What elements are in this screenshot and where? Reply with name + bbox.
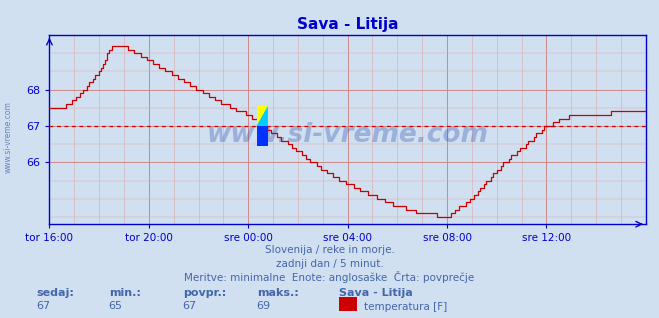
Text: 67: 67 <box>183 301 197 311</box>
Polygon shape <box>256 106 268 126</box>
Text: Sava - Litija: Sava - Litija <box>339 288 413 298</box>
Text: 69: 69 <box>256 301 271 311</box>
Text: 65: 65 <box>108 301 123 311</box>
Text: povpr.:: povpr.: <box>183 288 227 298</box>
Text: zadnji dan / 5 minut.: zadnji dan / 5 minut. <box>275 259 384 269</box>
Text: www.si-vreme.com: www.si-vreme.com <box>207 122 488 148</box>
Title: Sava - Litija: Sava - Litija <box>297 17 399 32</box>
Text: sedaj:: sedaj: <box>36 288 74 298</box>
Text: www.si-vreme.com: www.si-vreme.com <box>3 101 13 173</box>
Text: 67: 67 <box>36 301 50 311</box>
Bar <box>256 126 268 146</box>
Text: temperatura [F]: temperatura [F] <box>364 301 447 312</box>
Text: Meritve: minimalne  Enote: anglosaške  Črta: povprečje: Meritve: minimalne Enote: anglosaške Črt… <box>185 272 474 283</box>
Bar <box>256 106 268 126</box>
Text: maks.:: maks.: <box>257 288 299 298</box>
Text: min.:: min.: <box>109 288 140 298</box>
Text: Slovenija / reke in morje.: Slovenija / reke in morje. <box>264 245 395 255</box>
